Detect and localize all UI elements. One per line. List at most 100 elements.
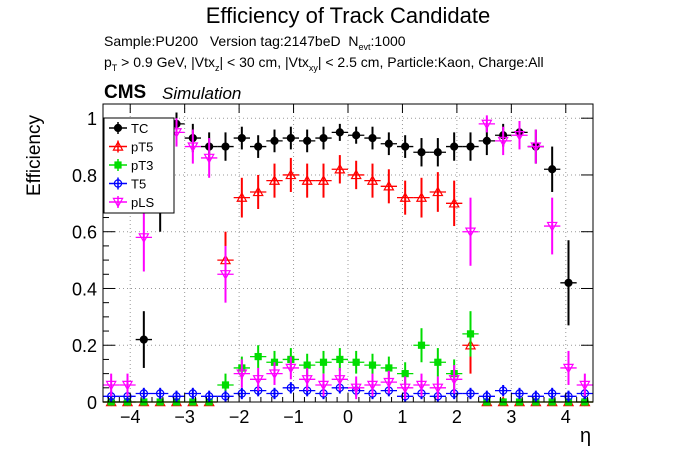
data-point [187,142,199,153]
data-point [401,370,409,378]
data-point [466,330,475,338]
version-label: Version tag:2147beD [209,33,341,49]
x-tick-label: 0 [343,407,353,427]
y-axis-label: Efficiency [24,115,45,196]
data-point [546,221,558,232]
data-point [303,361,311,369]
x-tick-label: 1 [397,407,407,427]
data-point [515,389,524,398]
data-point [513,131,526,142]
chart-title: Efficiency of Track Candidate [205,3,491,28]
data-point [188,389,198,398]
data-point [368,361,377,369]
data-point [138,233,150,244]
data-point [433,148,442,157]
data-point [564,278,573,287]
data-point [450,142,459,151]
data-point [172,392,181,401]
data-point [415,191,428,202]
data-point [401,142,410,151]
data-point [155,389,165,398]
y-tick-label: 0.4 [72,279,97,299]
legend-marker [113,179,123,188]
x-tick-label: −3 [174,407,195,427]
data-point [319,133,328,143]
data-points [103,112,593,407]
data-point [221,381,230,389]
data-point [464,227,477,238]
data-point [237,389,247,398]
nevt-label: Nevt:1000 [348,33,406,52]
data-point [482,392,492,401]
x-tick-label: 2 [452,407,462,427]
data-point [254,352,262,361]
data-point [385,364,393,372]
data-point [432,383,444,394]
data-point [548,165,557,174]
data-point [319,358,328,366]
data-point [366,380,379,391]
data-point [350,169,362,180]
legend-label: pT3 [131,158,153,173]
x-tick-label: −4 [120,407,141,427]
legend-marker [113,123,123,133]
data-point [434,358,442,366]
legend-marker [112,197,124,208]
y-tick-label: 0 [87,393,97,413]
sample-label: Sample:PU200 [104,33,199,49]
data-point [286,383,296,393]
data-point [366,174,379,185]
data-point [562,363,575,374]
data-point [317,174,330,185]
data-point [139,335,148,344]
data-point [204,392,214,401]
data-point [301,174,313,185]
data-point [203,153,215,164]
data-point [236,191,248,202]
data-point [417,341,426,349]
data-point [236,369,248,380]
x-tick-label: 3 [506,407,516,427]
x-tick-label: −1 [283,407,304,427]
x-tick-label: −2 [229,407,250,427]
cms-label: CMS [104,82,147,103]
data-point [482,136,491,145]
x-axis-label: η [580,425,592,447]
data-point [384,139,393,148]
data-point [481,119,493,130]
data-point [139,389,149,398]
data-point [270,389,279,398]
data-point [368,133,377,143]
data-point [432,186,444,197]
data-point [415,380,428,391]
data-point [252,186,264,197]
y-tick-label: 0.8 [72,166,97,186]
data-point [317,380,330,391]
data-point [530,142,542,153]
data-point [286,133,295,143]
data-point [448,375,460,386]
legend-marker [112,140,124,151]
data-point [531,392,541,401]
data-point [336,355,344,364]
data-point [303,136,312,145]
data-point [334,163,346,174]
data-point [252,375,264,386]
data-point [399,191,411,202]
data-point [383,180,395,191]
legend-label: T5 [131,177,146,192]
simulation-label: Simulation [162,84,242,103]
data-point [448,197,460,208]
data-point [301,375,313,386]
legend: TC pT5 pT3 T5 pLS [103,117,175,214]
data-point [254,142,263,151]
data-point [121,380,134,391]
data-point [497,136,509,147]
data-point [383,377,395,388]
legend-label: pLS [131,195,154,210]
data-point [547,389,557,398]
data-point [352,131,361,140]
data-point [285,363,297,374]
axis-ticks: −4 −3 −2 −1 0 1 2 3 4 0 0.2 0.4 0.6 0.8 1 [72,104,593,427]
y-tick-label: 1 [87,109,97,129]
